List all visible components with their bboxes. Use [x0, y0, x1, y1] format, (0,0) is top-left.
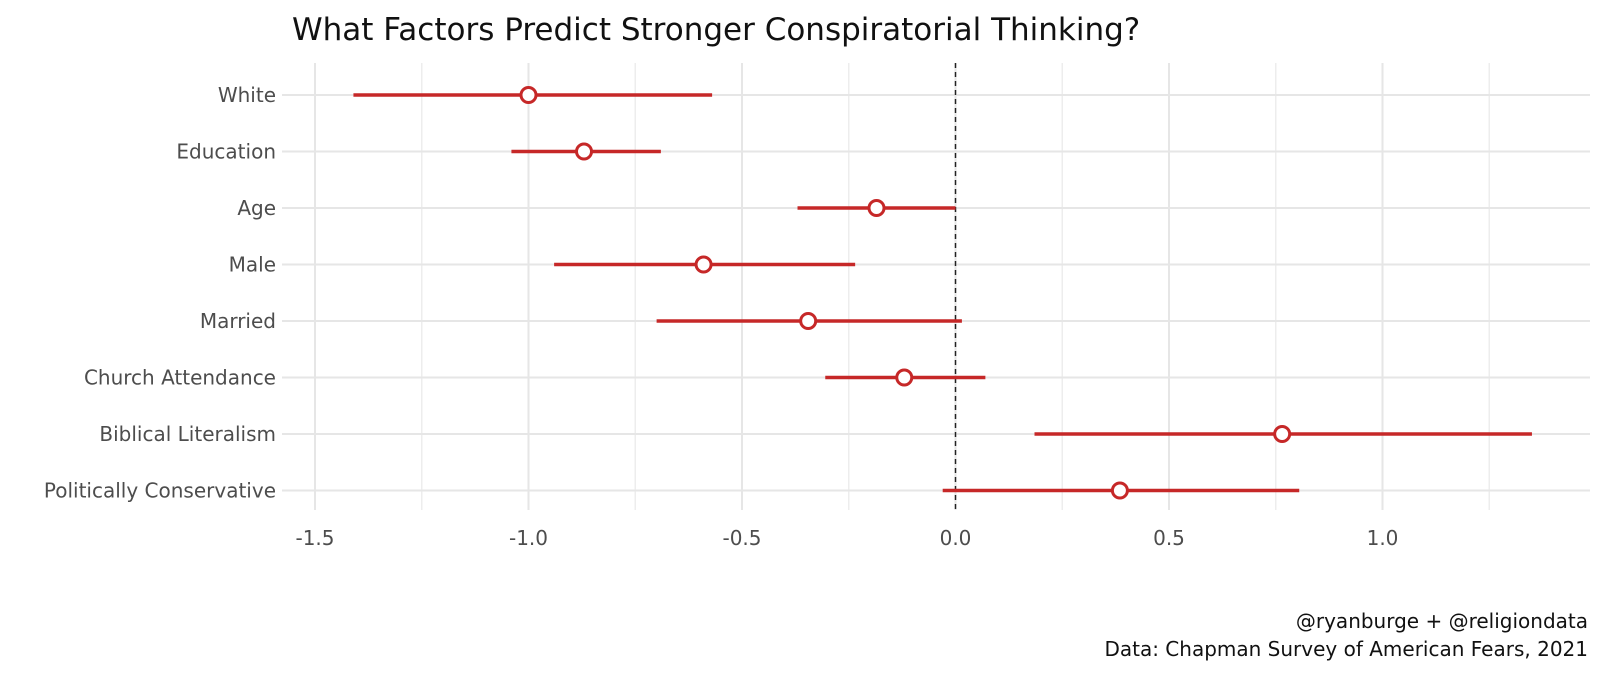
estimate-point-6 — [1273, 425, 1292, 443]
category-label-3: Male — [229, 253, 276, 277]
category-label-4: Married — [200, 309, 276, 333]
x-tick-label-3: 0.0 — [940, 526, 972, 550]
category-label-1: Education — [176, 140, 276, 164]
estimate-point-3 — [694, 255, 713, 274]
estimate-point-4 — [799, 312, 818, 330]
category-label-5: Church Attendance — [84, 366, 276, 390]
x-tick-label-4: 0.5 — [1153, 526, 1185, 550]
category-label-7: Politically Conservative — [44, 479, 276, 503]
category-label-2: Age — [237, 196, 276, 220]
x-tick-label-5: 1.0 — [1367, 526, 1399, 550]
caption-line-1: @ryanburge + @religiondata — [1296, 609, 1588, 633]
caption-line-2: Data: Chapman Survey of American Fears, … — [1104, 637, 1588, 661]
x-tick-label-1: -1.0 — [509, 526, 548, 550]
category-label-6: Biblical Literalism — [99, 422, 276, 446]
category-label-0: White — [218, 83, 276, 107]
data-layer — [353, 86, 1532, 500]
estimate-point-7 — [1110, 481, 1129, 500]
grid-layer — [282, 63, 1590, 510]
estimate-point-5 — [895, 368, 914, 387]
chart-title: What Factors Predict Stronger Conspirato… — [292, 12, 1140, 48]
category-label-layer: White Education Age Male Married Church Atten… — [44, 83, 276, 503]
estimate-point-0 — [519, 86, 538, 104]
x-tick-label-0: -1.5 — [295, 526, 334, 550]
estimate-point-1 — [575, 142, 594, 161]
x-tick-label-layer: -1.5 -1.0 -0.5 0.0 0.5 1.0 — [295, 526, 1398, 550]
estimate-point-2 — [867, 199, 886, 217]
x-tick-label-2: -0.5 — [722, 526, 761, 550]
